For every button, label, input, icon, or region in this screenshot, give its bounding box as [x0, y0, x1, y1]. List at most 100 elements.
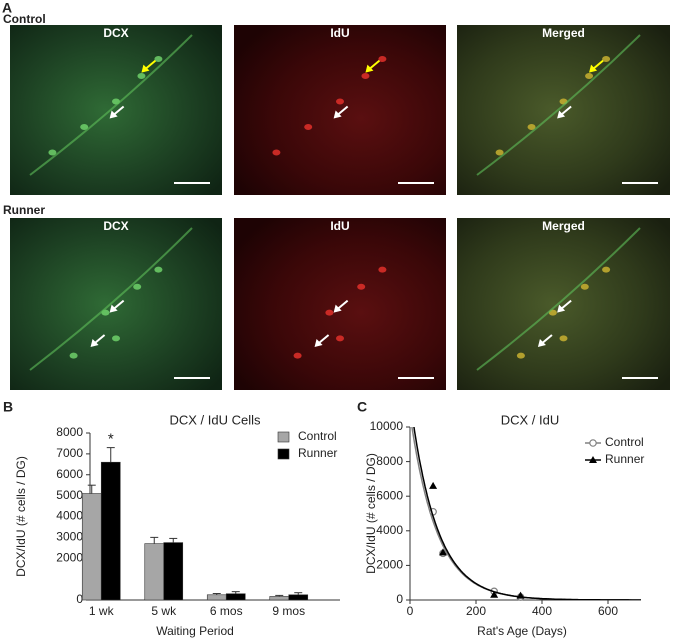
y-tick-label: 7000: [56, 446, 83, 460]
x-tick-label: 6 mos: [210, 604, 243, 618]
point: [439, 548, 447, 556]
legend-swatch: [277, 431, 290, 443]
arrow-head: [557, 304, 566, 313]
arrow-head: [141, 64, 150, 73]
y-tick-label: 5000: [56, 488, 83, 502]
cell: [559, 335, 568, 342]
bar: [163, 542, 184, 601]
x-tick-label: 9 mos: [272, 604, 305, 618]
cell: [361, 73, 370, 79]
cell: [336, 98, 344, 105]
cell: [48, 149, 57, 156]
panel-label: A: [2, 0, 12, 16]
x-tick-label: 0: [407, 604, 414, 618]
point: [490, 590, 499, 598]
chart-title: DCX / IdU: [501, 412, 560, 427]
y-tick-label: 4000: [376, 523, 403, 537]
cell: [602, 56, 611, 62]
cell: [304, 124, 313, 130]
y-axis-label: DCX/IdU (# cells / DG): [14, 456, 28, 577]
micrographs: DCX IdU Merged DCX IdU Merged: [10, 25, 670, 390]
cell: [378, 56, 387, 62]
panel-a: A Control Runner DCX IdU Merged DCX IdU Merge…: [2, 0, 670, 390]
y-tick-label: 10000: [370, 419, 404, 433]
legend-marker: [589, 456, 597, 463]
bar: [206, 594, 227, 601]
y-tick-label: 2000: [56, 550, 83, 564]
neurite: [476, 34, 641, 176]
cell: [293, 352, 302, 359]
image-label: DCX: [103, 26, 128, 40]
y-axis-label: DCX/IdU (# cells / DG): [364, 453, 378, 574]
legend-label: Control: [298, 429, 337, 443]
y-tick-label: 8000: [56, 425, 83, 439]
annotation: *: [108, 431, 114, 448]
image-label: DCX: [103, 219, 128, 233]
cell: [336, 335, 344, 342]
legend-label: Runner: [298, 446, 337, 460]
arrow-head: [365, 64, 374, 73]
y-tick-label: 3000: [56, 530, 83, 544]
neurite: [29, 227, 193, 371]
cell: [80, 124, 89, 130]
arrow-head: [109, 110, 118, 119]
cell: [527, 124, 536, 130]
cell: [154, 56, 163, 62]
cell: [325, 309, 334, 316]
panel-label: B: [3, 399, 13, 415]
cell: [516, 352, 525, 359]
bar: [81, 493, 102, 601]
bar: [144, 543, 165, 601]
micrograph: [10, 218, 222, 390]
trend-curve: [413, 427, 641, 600]
image-label: IdU: [330, 26, 349, 40]
x-tick-label: 400: [532, 604, 552, 618]
x-tick-label: 1 wk: [89, 604, 115, 618]
y-tick-label: 4000: [56, 509, 83, 523]
arrow-head: [109, 304, 118, 313]
image-label: Merged: [542, 26, 585, 40]
y-tick-label: 0: [396, 592, 403, 606]
y-tick-label: 2000: [376, 558, 403, 572]
cell: [112, 335, 120, 342]
legend-label: Runner: [605, 452, 644, 466]
y-tick-label: 6000: [376, 488, 403, 502]
image-label: Merged: [542, 219, 585, 233]
row-label: Control: [3, 12, 46, 26]
x-tick-label: 600: [598, 604, 618, 618]
bar: [269, 596, 290, 601]
x-tick-label: 5 wk: [151, 604, 177, 618]
point: [516, 591, 525, 599]
cell: [378, 266, 387, 273]
neurite: [476, 227, 641, 371]
y-tick-label: 8000: [376, 454, 403, 468]
cell: [272, 149, 281, 156]
cell: [602, 266, 611, 273]
cell: [580, 283, 589, 290]
cell: [357, 283, 366, 290]
arrow-head: [314, 339, 323, 347]
y-tick-label: 6000: [56, 467, 83, 481]
cell: [137, 73, 146, 79]
legend-label: Control: [605, 435, 644, 449]
x-axis-label: Waiting Period: [156, 624, 234, 638]
bar: [100, 461, 121, 601]
micrograph: [457, 218, 670, 390]
x-axis-label: Rat's Age (Days): [477, 624, 567, 638]
cell: [495, 149, 504, 156]
point: [429, 481, 438, 489]
micrograph: [234, 25, 446, 195]
cell: [154, 266, 163, 273]
micrograph: [457, 25, 670, 195]
x-tick-label: 200: [466, 604, 486, 618]
neurite: [29, 34, 193, 176]
arrow-head: [333, 304, 342, 313]
cell: [133, 283, 142, 290]
arrow-head: [589, 64, 598, 73]
image-label: IdU: [330, 219, 349, 233]
cell: [585, 73, 594, 79]
bar: [225, 593, 246, 601]
arrow-head: [90, 339, 99, 347]
bar: [288, 594, 309, 601]
arrow-head: [333, 110, 342, 119]
